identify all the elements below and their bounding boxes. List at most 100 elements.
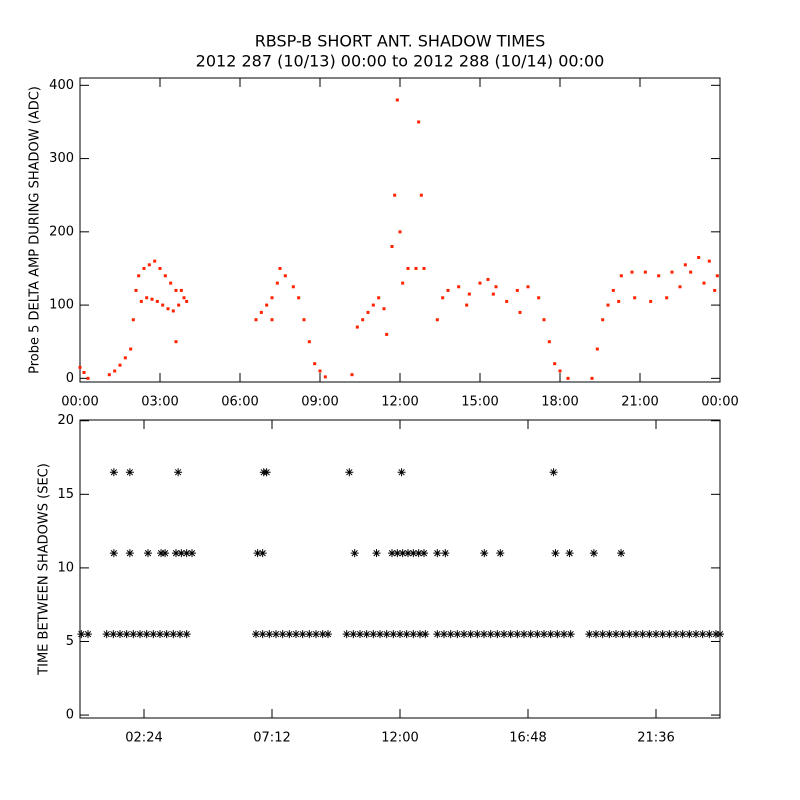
data-point (689, 270, 693, 274)
data-point (150, 297, 154, 301)
data-point (457, 285, 461, 289)
data-point (355, 325, 359, 329)
data-point (278, 630, 287, 639)
data-point (657, 274, 661, 278)
data-point (147, 263, 151, 267)
data-point (560, 630, 568, 639)
data-point (318, 369, 322, 373)
data-point (142, 266, 146, 270)
data-point (520, 630, 528, 639)
data-point (323, 375, 327, 379)
data-point (506, 630, 515, 639)
data-point (633, 296, 637, 300)
data-point (361, 318, 365, 322)
data-point (643, 270, 647, 274)
data-point (109, 630, 118, 639)
y-tick-label: 300 (49, 151, 74, 166)
data-point (259, 310, 263, 314)
y-tick-label: 10 (57, 560, 74, 575)
x-tick-label: 00:00 (701, 395, 738, 410)
data-point (658, 630, 667, 639)
data-point (389, 630, 398, 639)
data-point (356, 630, 364, 639)
data-point (702, 281, 706, 285)
data-point (158, 266, 162, 270)
data-point (302, 318, 306, 322)
data-point (161, 303, 165, 307)
data-point (285, 630, 294, 639)
data-point (433, 549, 442, 558)
data-point (312, 630, 320, 639)
chart-subtitle: 2012 287 (10/13) 00:00 to 2012 288 (10/1… (196, 52, 605, 71)
x-tick-label: 21:00 (621, 395, 658, 410)
data-point (486, 630, 495, 639)
data-point (145, 296, 149, 300)
data-point (113, 369, 117, 373)
data-point (362, 630, 371, 639)
data-point (611, 288, 615, 292)
data-point (265, 630, 274, 639)
data-point (601, 318, 605, 322)
data-point (174, 340, 178, 344)
data-point (298, 630, 307, 639)
y-tick-label: 15 (57, 487, 74, 502)
data-point (480, 549, 489, 558)
data-point (402, 630, 411, 639)
data-point (377, 296, 381, 300)
data-point (630, 270, 634, 274)
data-point (478, 281, 482, 285)
data-point (390, 244, 394, 248)
data-point (270, 296, 274, 300)
y-tick-label: 5 (66, 634, 74, 649)
data-point (433, 630, 442, 639)
data-point (540, 630, 548, 639)
data-point (372, 549, 381, 558)
plot-frame (79, 419, 721, 719)
data-point (139, 299, 143, 303)
y-tick-label: 400 (49, 78, 74, 93)
data-point (422, 266, 426, 270)
data-point (258, 630, 267, 639)
data-point (698, 630, 707, 639)
data-point (153, 259, 157, 263)
data-point (342, 630, 351, 639)
data-point (467, 292, 471, 296)
data-point (166, 307, 170, 311)
data-point (77, 630, 86, 639)
data-point (460, 630, 468, 639)
data-point (505, 299, 509, 303)
data-point (78, 365, 82, 369)
data-point (396, 630, 404, 639)
data-point (565, 549, 574, 558)
data-point (590, 376, 594, 380)
data-point (156, 630, 164, 639)
data-point (473, 630, 482, 639)
data-point (345, 468, 354, 477)
data-point (652, 630, 660, 639)
data-point (272, 630, 280, 639)
data-point (297, 296, 301, 300)
data-point (155, 299, 159, 303)
data-point (617, 549, 626, 558)
x-tick-label: 16:48 (509, 731, 546, 746)
x-tick-label: 12:00 (381, 731, 418, 746)
data-point (585, 630, 594, 639)
data-point (122, 630, 131, 639)
data-point (177, 303, 181, 307)
x-tick-label: 18:00 (541, 395, 578, 410)
data-point (697, 255, 701, 259)
data-point (486, 277, 490, 281)
data-point (466, 630, 475, 639)
y-tick-label: 200 (49, 224, 74, 239)
data-point (398, 549, 407, 558)
data-point (174, 468, 183, 477)
data-point (417, 120, 421, 124)
data-point (617, 299, 621, 303)
data-point (705, 630, 714, 639)
data-point (109, 549, 118, 558)
data-point (318, 630, 327, 639)
data-point (382, 630, 391, 639)
data-point (258, 549, 267, 558)
data-point (409, 549, 418, 558)
